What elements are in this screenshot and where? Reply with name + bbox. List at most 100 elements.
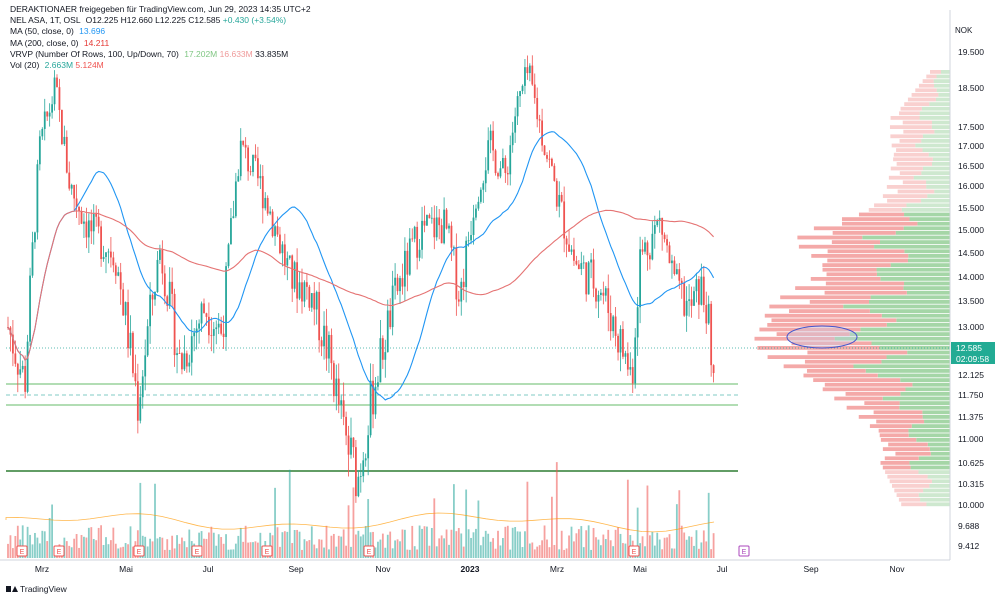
vp-down-row — [868, 208, 902, 212]
vp-down-row — [922, 79, 934, 83]
volume-bar — [575, 533, 578, 558]
volume-bar — [558, 549, 561, 558]
candle-body — [369, 380, 372, 436]
candle-body — [710, 303, 713, 366]
candle-body — [453, 247, 455, 248]
candle-body — [617, 335, 619, 353]
vol-value: 2.663M — [44, 60, 74, 71]
vp-down-row — [767, 355, 887, 359]
candle-body — [237, 176, 240, 182]
candle-body — [345, 416, 347, 436]
vp-up-row — [922, 134, 950, 139]
vp-up-row — [882, 396, 950, 401]
volume-bar — [416, 549, 419, 558]
candle-body — [328, 334, 330, 359]
vp-down-row — [767, 323, 887, 327]
candle-body — [313, 293, 316, 310]
volume-bar — [173, 548, 176, 558]
volume-bar — [36, 537, 39, 558]
candle-body — [161, 249, 164, 274]
legend-ma50[interactable]: MA (50, close, 0) 13.696 — [10, 26, 311, 37]
volume-bar — [381, 533, 384, 558]
vol-ma-value: 5.124M — [75, 60, 104, 71]
volume-bar — [293, 530, 296, 558]
volume-bar — [83, 536, 85, 558]
candle-body — [460, 281, 463, 302]
volume-bar — [283, 531, 286, 558]
last-price: 12.585 — [956, 343, 982, 353]
volume-bar — [418, 525, 421, 558]
candle-body — [217, 323, 220, 328]
open-value: O12.225 — [85, 15, 119, 26]
candle-body — [678, 269, 681, 281]
vp-down-row — [764, 313, 882, 318]
last-price-tag: 12.585 02:09:58 — [951, 342, 995, 364]
y-tick-label: 13.000 — [958, 322, 984, 332]
legend-ma200[interactable]: MA (200, close, 0) 14.211 — [10, 38, 311, 49]
y-tick-label: 15.500 — [958, 203, 984, 213]
volume-bar — [411, 525, 414, 558]
volume-bar — [671, 548, 673, 558]
candle-body — [470, 235, 472, 241]
candle-body — [230, 218, 232, 245]
volume-bar — [487, 533, 490, 558]
vp-down-row — [887, 198, 922, 203]
vp-down-row — [771, 318, 897, 323]
candle-body — [607, 288, 610, 314]
candle-body — [661, 217, 664, 235]
legend-vrvp[interactable]: VRVP (Number Of Rows, 100, Up/Down, 70) … — [10, 49, 311, 60]
candle-body — [227, 244, 230, 267]
candle-body — [21, 365, 24, 370]
volume-bar — [359, 536, 362, 558]
candle-body — [587, 262, 590, 295]
y-tick-label: 17.000 — [958, 141, 984, 151]
legend-vol[interactable]: Vol (20) 2.663M 5.124M — [10, 60, 311, 71]
candle-body — [362, 460, 365, 477]
vp-down-row — [896, 493, 919, 497]
volume-bar — [565, 548, 568, 558]
vp-up-row — [924, 419, 950, 424]
volume-bar — [406, 549, 409, 558]
candle-body — [291, 255, 294, 289]
candle-body — [87, 220, 90, 238]
candle-body — [19, 369, 22, 375]
high-value: H12.660 — [120, 15, 153, 26]
candle-body — [394, 277, 396, 286]
vp-up-row — [926, 502, 950, 507]
candle-body — [325, 325, 328, 359]
volume-bar — [14, 535, 17, 558]
candle-body — [283, 244, 286, 266]
y-tick-label: 11.000 — [958, 434, 984, 444]
y-tick-label: 13.500 — [958, 296, 984, 306]
candle-body — [680, 280, 683, 284]
vp-down-row — [874, 203, 907, 208]
candle-body — [649, 255, 651, 260]
vp-up-row — [919, 116, 950, 120]
candle-body — [56, 77, 58, 88]
volume-bar — [252, 542, 254, 558]
vp-down-row — [887, 474, 928, 479]
vp-down-row — [886, 185, 927, 189]
candle-body — [408, 238, 411, 275]
volume-bar — [688, 536, 690, 558]
volume-bar — [663, 537, 666, 558]
volume-bar — [73, 538, 76, 558]
volume-bar — [680, 525, 683, 558]
candle-body — [609, 313, 612, 332]
volume-bar — [482, 536, 485, 558]
tradingview-footer[interactable]: TradingView — [6, 584, 67, 594]
y-tick-label: 10.625 — [958, 458, 984, 468]
volume-bar — [136, 530, 139, 558]
candle-body — [658, 217, 661, 221]
earnings-marker — [363, 545, 375, 557]
volume-bar — [399, 541, 401, 558]
candle-body — [421, 220, 423, 250]
vp-up-row — [921, 106, 950, 111]
legend-symbol[interactable]: NEL ASA, 1T, OSL O12.225 H12.660 L12.225… — [10, 15, 311, 26]
vp-down-row — [810, 277, 881, 281]
volume-bar — [389, 531, 392, 558]
vp-up-row — [874, 244, 950, 249]
candle-body — [53, 77, 56, 105]
vp-down-row — [776, 332, 850, 336]
